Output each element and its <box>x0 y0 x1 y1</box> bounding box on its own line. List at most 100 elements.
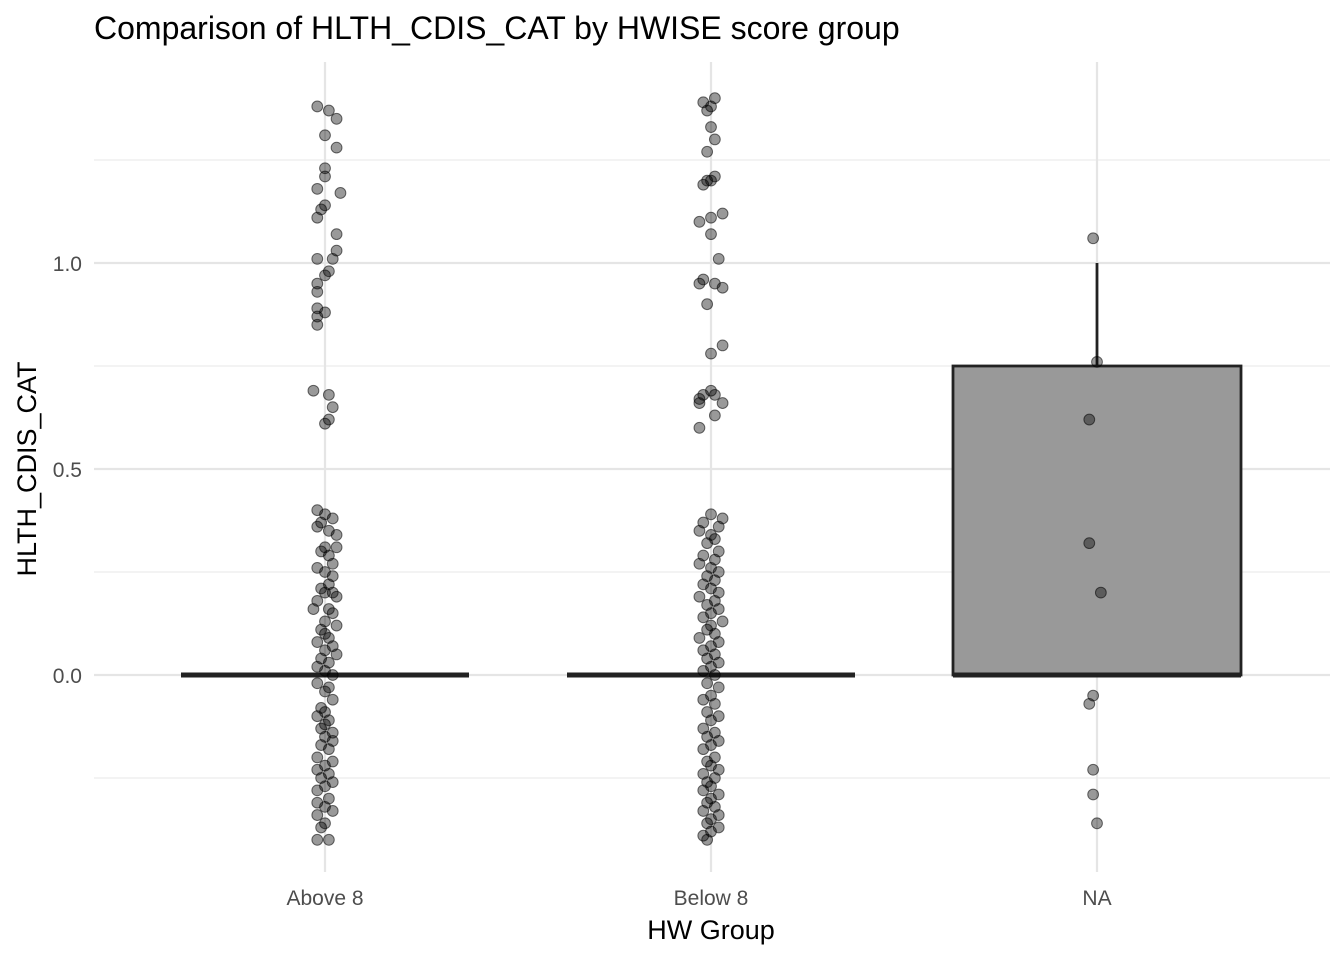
axis-ticks: 0.0 0.5 1.0 Above 8 Below 8 NA <box>53 253 1112 910</box>
data-point <box>697 664 710 677</box>
data-point <box>701 298 714 311</box>
chart-title: Comparison of HLTH_CDIS_CAT by HWISE sco… <box>94 10 900 46</box>
y-tick-label: 0.5 <box>53 459 82 482</box>
data-point <box>1091 355 1103 368</box>
data-point <box>330 112 343 125</box>
x-axis-title: HW Group <box>647 915 775 945</box>
data-point <box>334 187 347 199</box>
data-point <box>708 92 721 105</box>
data-point <box>701 537 714 550</box>
data-point <box>319 685 331 698</box>
data-point <box>712 681 725 694</box>
data-point <box>311 285 324 298</box>
data-point <box>315 821 328 834</box>
data-point <box>712 252 725 265</box>
data-point <box>693 397 706 409</box>
data-point <box>708 697 721 710</box>
x-tick-label: NA <box>1082 887 1111 910</box>
data-point <box>1087 788 1100 801</box>
data-point <box>330 228 343 241</box>
data-point <box>330 648 343 661</box>
data-point <box>701 677 714 690</box>
data-point <box>708 669 721 681</box>
y-axis-title: HLTH_CDIS_CAT <box>12 361 42 576</box>
data-point <box>708 133 721 146</box>
x-tick-label: Above 8 <box>286 887 363 910</box>
data-point <box>326 252 339 265</box>
data-point <box>311 636 324 648</box>
data-point <box>311 784 324 797</box>
y-tick-label: 1.0 <box>53 253 82 276</box>
data-point <box>716 281 729 294</box>
jitter-points <box>307 92 1107 846</box>
data-point <box>319 129 331 142</box>
data-point <box>705 508 717 521</box>
box-rect <box>951 364 1243 677</box>
data-point <box>311 310 324 323</box>
data-point <box>326 669 339 681</box>
data-point <box>326 512 339 525</box>
data-point <box>330 141 343 154</box>
data-point <box>311 520 324 533</box>
data-point <box>1094 586 1107 599</box>
data-point <box>319 162 331 175</box>
data-point <box>701 833 714 846</box>
data-point <box>1087 763 1100 776</box>
data-point <box>330 541 343 554</box>
data-point <box>701 174 714 187</box>
data-point <box>311 182 324 195</box>
data-point <box>705 211 717 224</box>
data-point <box>693 524 706 537</box>
data-point <box>311 677 324 690</box>
data-point <box>330 529 343 541</box>
data-point <box>319 170 331 183</box>
data-point <box>697 805 710 817</box>
data-point <box>697 784 710 797</box>
data-point <box>307 603 320 615</box>
data-point <box>693 421 706 434</box>
data-point <box>716 339 729 352</box>
data-point <box>326 693 339 706</box>
data-point <box>322 743 335 756</box>
data-point <box>311 100 324 113</box>
data-point <box>1083 537 1096 550</box>
data-point <box>319 269 331 282</box>
data-point <box>319 417 331 430</box>
data-point <box>311 751 324 764</box>
data-point <box>1083 413 1096 426</box>
data-point <box>693 557 706 570</box>
data-point <box>1091 817 1103 830</box>
data-point <box>705 228 717 241</box>
data-point <box>697 693 710 706</box>
data-point <box>322 388 335 401</box>
data-point <box>330 619 343 632</box>
data-point <box>330 590 343 603</box>
data-point <box>693 215 706 228</box>
data-point <box>693 590 706 603</box>
data-point <box>311 809 324 821</box>
data-point <box>701 145 714 158</box>
x-tick-label: Below 8 <box>674 887 749 910</box>
data-point <box>693 393 706 405</box>
data-point <box>326 557 339 570</box>
data-point <box>708 409 721 422</box>
y-tick-label: 0.0 <box>53 665 82 688</box>
data-point <box>311 277 324 290</box>
data-point <box>311 833 324 846</box>
data-point <box>311 710 324 723</box>
data-point <box>693 632 706 644</box>
data-point <box>716 615 729 628</box>
data-point <box>322 833 335 846</box>
data-point <box>307 384 320 397</box>
data-point <box>705 714 717 727</box>
data-point <box>701 104 714 117</box>
data-point <box>311 252 324 265</box>
data-point <box>708 388 721 401</box>
data-point <box>705 347 717 360</box>
data-point <box>716 397 729 409</box>
data-point <box>311 211 324 224</box>
data-point <box>326 401 339 414</box>
data-point <box>697 743 710 756</box>
data-point <box>693 277 706 290</box>
